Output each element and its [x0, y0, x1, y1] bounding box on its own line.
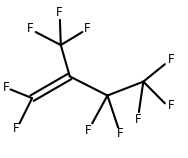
- Text: F: F: [135, 112, 141, 125]
- Text: F: F: [27, 22, 34, 35]
- Text: F: F: [117, 127, 123, 140]
- Text: F: F: [13, 122, 19, 135]
- Text: F: F: [168, 53, 174, 66]
- Text: F: F: [83, 22, 90, 35]
- Text: F: F: [85, 124, 92, 137]
- Text: F: F: [168, 100, 174, 112]
- Text: F: F: [56, 6, 62, 19]
- Text: F: F: [3, 81, 9, 94]
